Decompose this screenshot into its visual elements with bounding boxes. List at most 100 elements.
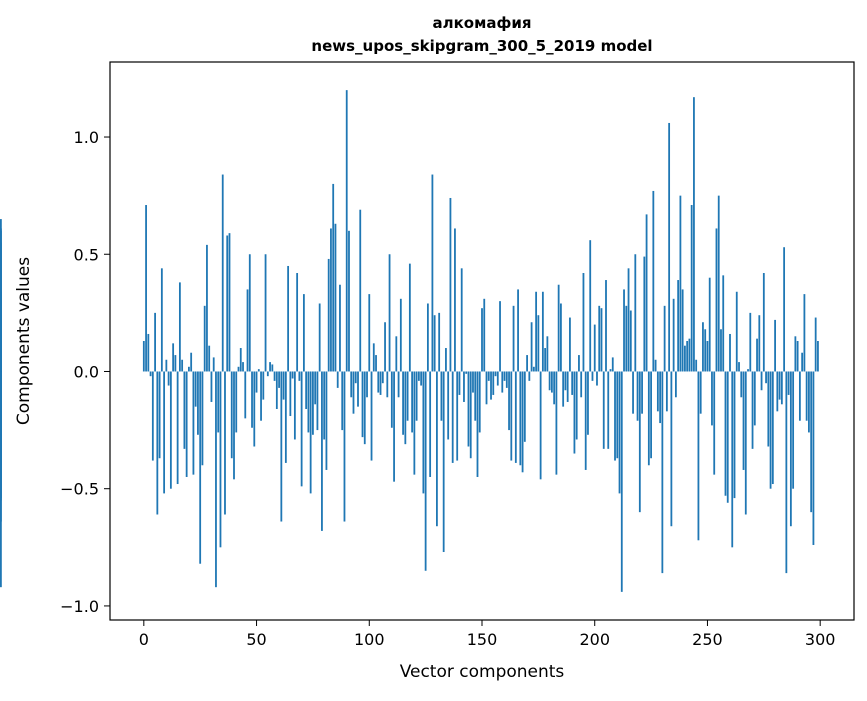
bar <box>549 371 551 390</box>
bar <box>709 278 711 372</box>
bar <box>450 198 452 371</box>
bar <box>495 371 497 376</box>
bar <box>174 355 176 371</box>
bar <box>386 371 388 397</box>
bar <box>463 371 465 401</box>
x-tick-label: 150 <box>467 630 498 649</box>
bar <box>747 369 749 371</box>
bar <box>790 371 792 526</box>
bar <box>165 360 167 372</box>
bar <box>364 371 366 444</box>
bar <box>767 371 769 446</box>
bar <box>298 371 300 380</box>
bar <box>215 371 217 587</box>
bar <box>704 329 706 371</box>
bar <box>206 245 208 372</box>
bar <box>720 329 722 371</box>
bar <box>745 371 747 514</box>
bar <box>154 313 156 372</box>
bar <box>558 285 560 372</box>
bar <box>258 369 260 371</box>
bar <box>143 341 145 371</box>
bar <box>592 371 594 380</box>
bar <box>181 360 183 372</box>
bar <box>542 292 544 372</box>
bar <box>229 233 231 371</box>
bar <box>474 371 476 420</box>
bar <box>718 196 720 372</box>
bar <box>731 371 733 547</box>
bar <box>479 371 481 432</box>
bar <box>432 175 434 372</box>
bar <box>601 308 603 371</box>
bar <box>357 371 359 406</box>
bar <box>341 371 343 430</box>
bar <box>783 247 785 371</box>
bar <box>625 306 627 372</box>
bar <box>438 313 440 372</box>
bar <box>490 371 492 399</box>
bar <box>483 299 485 372</box>
y-tick-label: 0.0 <box>74 362 99 381</box>
bar <box>222 175 224 372</box>
bar <box>308 371 310 432</box>
bar <box>461 268 463 371</box>
bar <box>204 306 206 372</box>
bar <box>420 371 422 385</box>
bar <box>251 371 253 427</box>
bar <box>758 315 760 371</box>
bar <box>472 371 474 392</box>
bar <box>269 362 271 371</box>
bar <box>382 371 384 383</box>
bar <box>238 367 240 372</box>
bar <box>452 371 454 462</box>
y-axis-label: Components values <box>14 257 34 425</box>
bar <box>779 371 781 399</box>
bar <box>650 371 652 458</box>
bar <box>729 334 731 372</box>
bar <box>294 371 296 439</box>
bar <box>0 371 2 411</box>
bar <box>799 371 801 420</box>
bar <box>815 318 817 372</box>
bar <box>220 371 222 547</box>
bar <box>594 325 596 372</box>
bar <box>371 371 373 460</box>
bar <box>391 371 393 427</box>
bar <box>813 371 815 544</box>
x-tick-label: 200 <box>579 630 610 649</box>
bar <box>652 191 654 372</box>
bar <box>596 371 598 385</box>
bar <box>817 341 819 371</box>
bar <box>661 371 663 573</box>
bar <box>375 355 377 371</box>
bar <box>202 371 204 465</box>
bar <box>359 210 361 372</box>
bar <box>468 371 470 446</box>
bar <box>670 371 672 526</box>
bar <box>492 371 494 394</box>
bar <box>456 371 458 460</box>
bar <box>598 306 600 372</box>
bar <box>145 205 147 371</box>
bar <box>533 367 535 372</box>
bar <box>808 371 810 432</box>
bar <box>772 371 774 484</box>
bar <box>553 371 555 404</box>
bar <box>335 224 337 372</box>
bar <box>188 367 190 372</box>
bar <box>605 280 607 371</box>
bar <box>774 320 776 372</box>
bar <box>686 341 688 371</box>
bar <box>587 371 589 434</box>
bar <box>522 371 524 472</box>
bar <box>156 371 158 514</box>
bar <box>296 273 298 371</box>
bar <box>303 294 305 371</box>
bar <box>477 371 479 477</box>
bar <box>317 371 319 430</box>
bar <box>287 266 289 372</box>
bar <box>637 371 639 420</box>
bar <box>754 371 756 425</box>
